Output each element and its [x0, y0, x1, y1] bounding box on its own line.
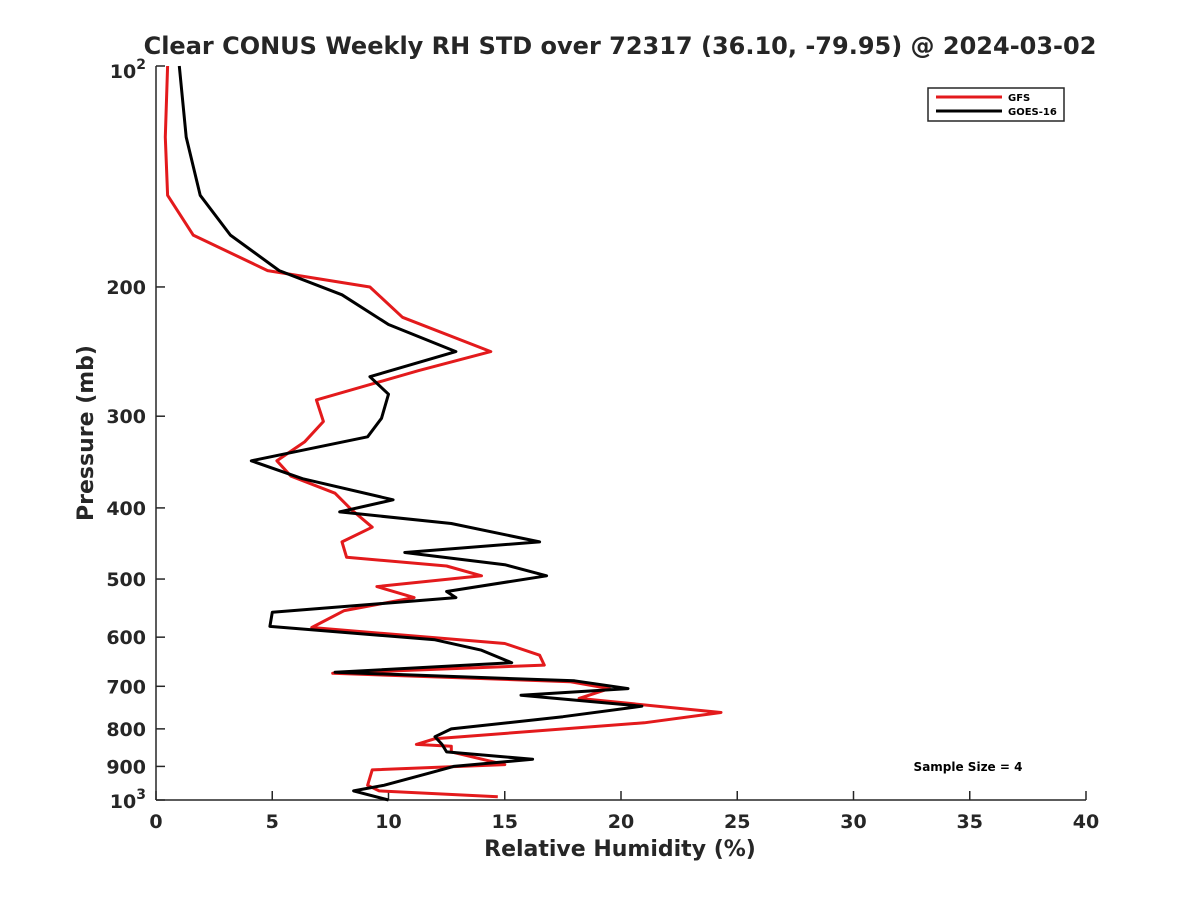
y-tick-label: 900: [106, 756, 146, 778]
y-tick-label: 700: [106, 676, 146, 698]
x-tick-label: 20: [608, 811, 634, 833]
legend-entry-label: GFS: [1008, 93, 1030, 104]
y-tick-label-bottom: 103: [110, 787, 146, 813]
x-axis-label: Relative Humidity (%): [484, 837, 756, 862]
y-tick-label: 300: [106, 406, 146, 428]
y-tick-label: 600: [106, 627, 146, 649]
x-ticks: 0 5 10 15 20 25 30 35 40: [149, 791, 1099, 833]
x-tick-label: 35: [957, 811, 983, 833]
sample-size-annotation: Sample Size = 4: [914, 760, 1023, 774]
x-tick-label: 30: [840, 811, 866, 833]
y-tick-label: 200: [106, 277, 146, 299]
x-tick-label: 25: [724, 811, 750, 833]
y-tick-label: 500: [106, 569, 146, 591]
legend-box: [927, 87, 1065, 122]
y-tick-label-top: 102: [110, 57, 146, 83]
legend-entry-label: GOES-16: [1008, 107, 1057, 118]
x-tick-label: 5: [266, 811, 279, 833]
y-tick-label: 400: [106, 498, 146, 520]
chart-title: Clear CONUS Weekly RH STD over 72317 (36…: [144, 32, 1097, 60]
x-tick-label: 40: [1073, 811, 1099, 833]
y-tick-label: 800: [106, 719, 146, 741]
legend: GFS GOES-16: [927, 87, 1065, 122]
series-group: [163, 65, 723, 802]
x-tick-label: 0: [149, 811, 162, 833]
y-ticks: 200 300 400 500 600 700 800 900 102 103: [106, 57, 165, 813]
series-line-gfs: [163, 65, 723, 799]
series-line-goes-16: [177, 65, 644, 802]
x-tick-label: 15: [492, 811, 518, 833]
y-axis-label: Pressure (mb): [74, 345, 99, 521]
x-tick-label: 10: [375, 811, 401, 833]
